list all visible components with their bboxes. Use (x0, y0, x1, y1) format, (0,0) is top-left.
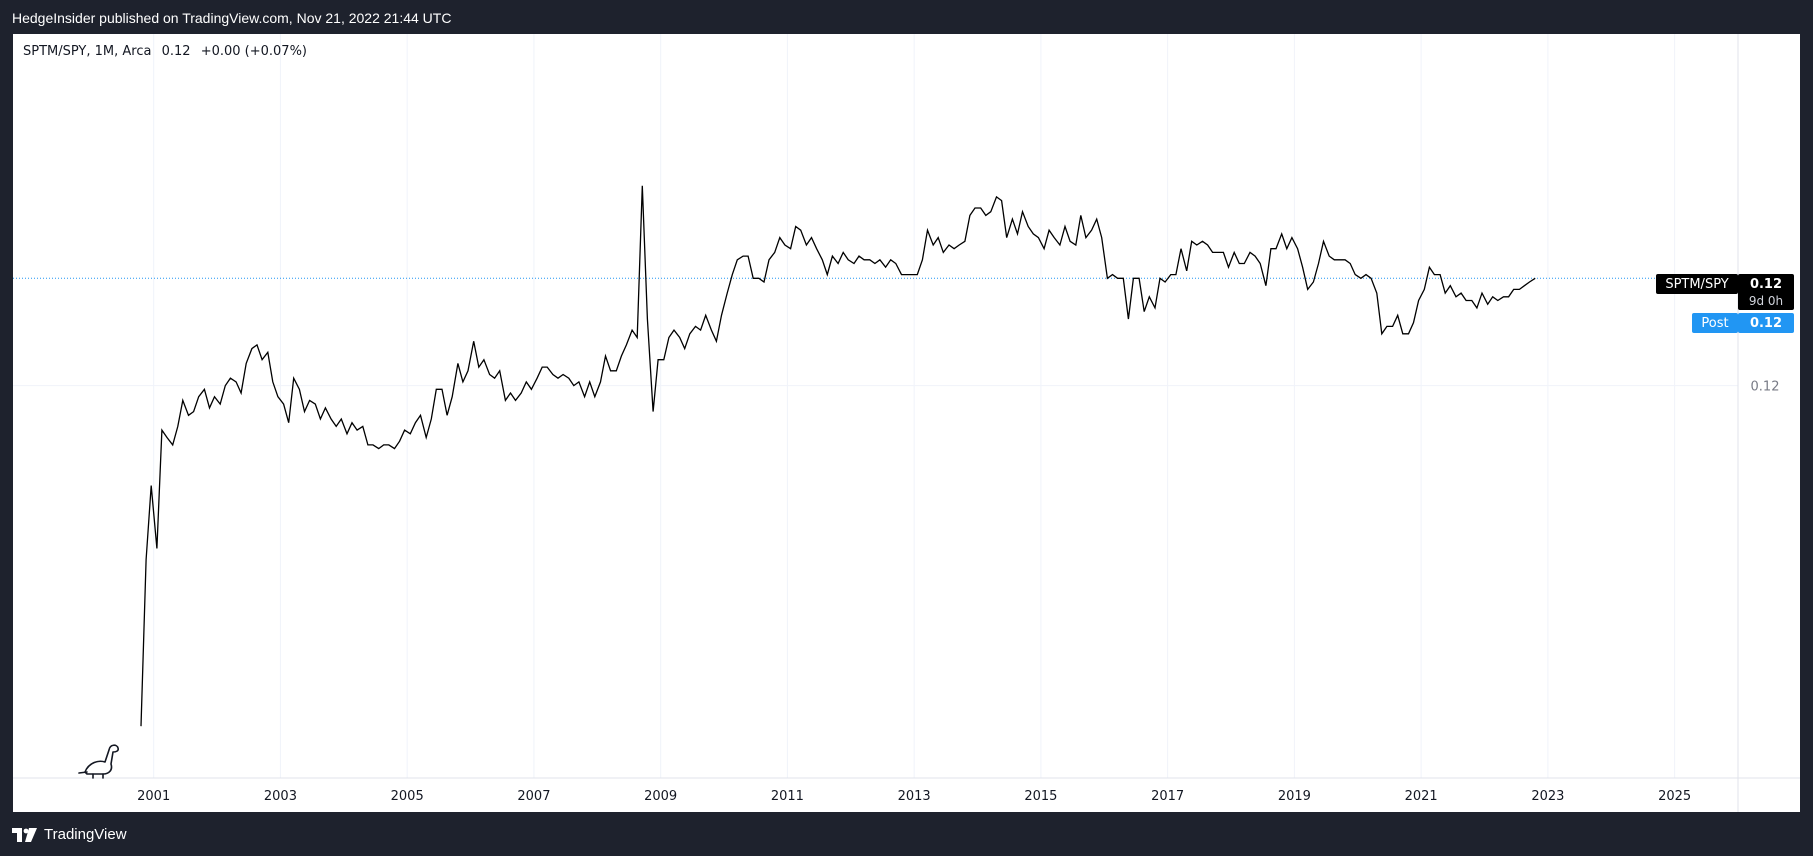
legend-last: 0.12 (161, 44, 191, 59)
x-tick-label: 2015 (1024, 789, 1057, 804)
time-scale[interactable]: 2001 2003 2005 2007 2009 2011 2013 2015 2017 2019… (137, 789, 1691, 804)
x-tick-label: 2001 (137, 789, 170, 804)
published-info: HedgeInsider published on TradingView.co… (12, 10, 452, 26)
dinosaur-icon (78, 744, 119, 779)
x-tick-label: 2011 (771, 789, 804, 804)
post-label: Post (1701, 316, 1728, 331)
post-market-tag: Post 0.12 (1692, 313, 1794, 333)
tradingview-logo-icon (12, 827, 37, 842)
x-tick-label: 2017 (1151, 789, 1184, 804)
series-line (140, 185, 1536, 727)
chart-svg[interactable]: 0.130.12 2001 2003 2005 2007 2009 2011 2013 201… (13, 34, 1800, 812)
legend-symbol: SPTM/SPY, 1M, Arca (23, 44, 152, 59)
x-tick-label: 2023 (1531, 789, 1564, 804)
header-bar: HedgeInsider published on TradingView.co… (0, 0, 1813, 34)
x-tick-label: 2021 (1405, 789, 1438, 804)
y-tick-label: 0.12 (1751, 380, 1780, 395)
tradingview-brand[interactable]: TradingView (12, 826, 127, 843)
x-tick-label: 2003 (264, 789, 297, 804)
brand-label: TradingView (44, 826, 127, 843)
x-tick-label: 2005 (391, 789, 424, 804)
chart-panel[interactable]: 0.130.12 2001 2003 2005 2007 2009 2011 2013 201… (13, 34, 1800, 812)
price-scale[interactable]: 0.130.12 (1751, 34, 1780, 395)
legend-change: +0.00 (+0.07%) (200, 44, 308, 59)
symbol-legend[interactable]: SPTM/SPY, 1M, Arca 0.12 +0.00 (+0.07%) (23, 44, 313, 59)
x-tick-label: 2025 (1658, 789, 1691, 804)
grid-lines (13, 34, 1738, 778)
bar-countdown: 9d 0h (1749, 294, 1783, 308)
symbol-tag-value: 0.12 (1750, 277, 1782, 292)
footer-bar: TradingView (0, 812, 1813, 856)
x-tick-label: 2013 (898, 789, 931, 804)
symbol-tag-label: SPTM/SPY (1665, 277, 1728, 292)
x-tick-label: 2019 (1278, 789, 1311, 804)
x-tick-label: 2009 (644, 789, 677, 804)
x-tick-label: 2007 (517, 789, 550, 804)
symbol-price-tag: SPTM/SPY 0.12 9d 0h (1656, 274, 1794, 310)
post-value: 0.12 (1750, 316, 1782, 331)
